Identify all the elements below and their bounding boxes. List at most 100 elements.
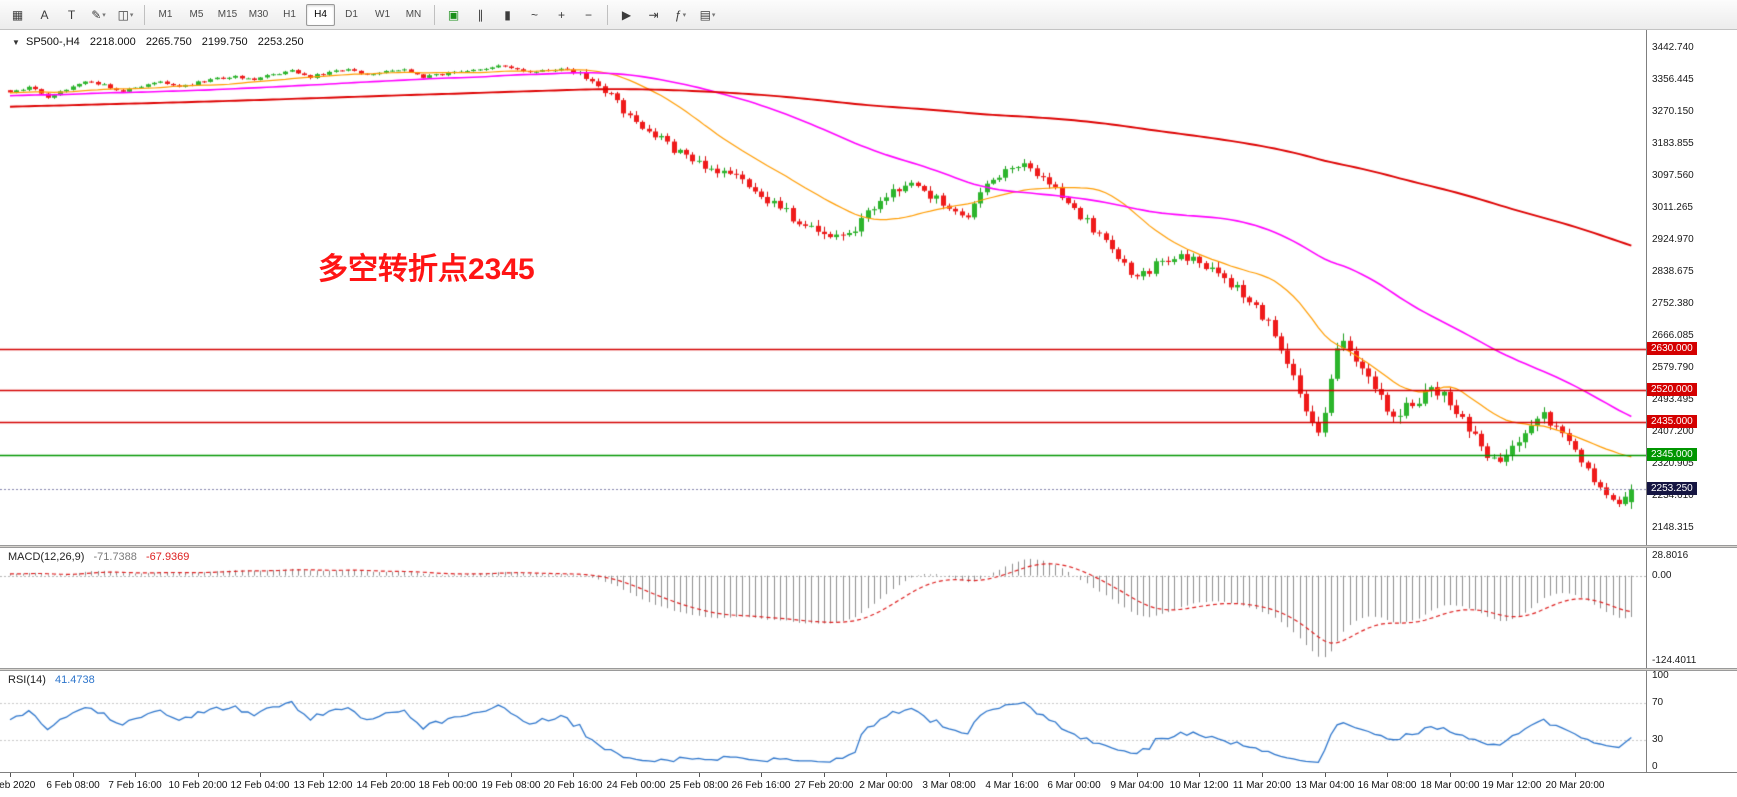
- time-axis[interactable]: 5 Feb 2020 6 Feb 08:00 7 Feb 16:00 10 Feb 2…: [0, 772, 1737, 797]
- time-axis-tick: [260, 773, 261, 777]
- collapse-triangle-icon[interactable]: ▼: [12, 38, 20, 47]
- auto-scroll-icon[interactable]: ▶: [614, 3, 639, 27]
- text-tool-icon[interactable]: T: [59, 3, 84, 27]
- time-axis-tick: [1074, 773, 1075, 777]
- time-axis-label: 10 Mar 12:00: [1169, 780, 1229, 791]
- time-axis-label: 9 Mar 04:00: [1110, 780, 1164, 791]
- toolbar-separator: [434, 4, 435, 25]
- shapes-icon: ◫: [117, 7, 129, 22]
- time-axis-label: 10 Feb 20:00: [168, 780, 228, 791]
- chart-shift-icon[interactable]: ⇥: [641, 3, 666, 27]
- line-chart-icon[interactable]: ~: [522, 3, 547, 27]
- text-label-icon: A: [40, 7, 49, 22]
- candlestick-chart-icon[interactable]: ▮: [495, 3, 520, 27]
- timeframe-button-w1[interactable]: W1: [375, 9, 390, 20]
- timeframe-button-mn[interactable]: MN: [405, 9, 422, 20]
- chart-window: ▼ SP500-,H4 2218.000 2265.750 2199.750 2…: [0, 30, 1737, 797]
- chart-annotation-text[interactable]: 多空转折点2345: [318, 253, 535, 286]
- price-axis-label: 2838.675: [1652, 266, 1694, 277]
- panel-separator[interactable]: [0, 545, 1737, 548]
- hline-price-tag[interactable]: 2435.000: [1647, 414, 1697, 428]
- timeframe-button-h4[interactable]: H4: [306, 3, 335, 26]
- zoom-out-icon[interactable]: −: [576, 3, 601, 27]
- templates-icon[interactable]: ▤ ▾: [695, 3, 720, 27]
- time-axis-label: 25 Feb 08:00: [669, 780, 729, 791]
- time-axis-tick: [386, 773, 387, 777]
- templates-icon: ▤: [699, 7, 711, 22]
- timeframe-button-m30[interactable]: M30: [248, 9, 269, 20]
- price-axis-label: 2924.970: [1652, 234, 1694, 245]
- toolbar-extra-tools: ▶ ⇥ ƒ ▾ ▤ ▾: [613, 3, 721, 27]
- price-axis-label: 2407.200: [1652, 426, 1694, 437]
- price-axis-label: 3183.855: [1652, 138, 1694, 149]
- rsi-title: RSI(14): [8, 674, 46, 686]
- macd-signal-value: -67.9369: [145, 551, 190, 563]
- shapes-icon[interactable]: ◫ ▾: [113, 3, 138, 27]
- new-order-icon[interactable]: ▣: [441, 3, 466, 27]
- time-axis-label: 24 Feb 00:00: [606, 780, 666, 791]
- current-price-tag: 2253.250: [1647, 482, 1697, 496]
- time-axis-label: 18 Mar 00:00: [1420, 780, 1480, 791]
- price-axis-label: 3270.150: [1652, 106, 1694, 117]
- panel-separator[interactable]: [0, 668, 1737, 671]
- time-axis-tick: [699, 773, 700, 777]
- time-axis-tick: [1387, 773, 1388, 777]
- ohlc-low: 2199.750: [201, 36, 248, 48]
- indicators-icon[interactable]: ƒ ▾: [668, 3, 693, 27]
- hline-price-tag[interactable]: 2630.000: [1647, 342, 1697, 356]
- time-axis-label: 4 Mar 16:00: [985, 780, 1039, 791]
- draw-tools-icon[interactable]: ✎ ▾: [86, 3, 111, 27]
- grid-icon[interactable]: ▦: [5, 3, 30, 27]
- price-axis[interactable]: 3442.740 3356.445 3270.150 3183.855 3097.560…: [1646, 30, 1737, 772]
- chevron-down-icon: ▾: [711, 11, 716, 19]
- macd-main-value: -71.7388: [93, 551, 137, 563]
- macd-label: MACD(12,26,9) -71.7388 -67.9369: [8, 551, 189, 563]
- time-axis-tick: [135, 773, 136, 777]
- time-axis-tick: [10, 773, 11, 777]
- hline-price-tag[interactable]: 2520.000: [1647, 383, 1697, 397]
- chart-shift-icon: ⇥: [648, 7, 659, 22]
- chevron-down-icon: ▾: [682, 11, 687, 19]
- rsi-axis-30: 30: [1652, 734, 1664, 746]
- time-axis-label: 13 Mar 04:00: [1295, 780, 1355, 791]
- time-axis-label: 18 Feb 00:00: [418, 780, 478, 791]
- time-axis-tick: [448, 773, 449, 777]
- draw-tools-icon: ✎: [91, 7, 102, 22]
- timeframe-button-m1[interactable]: M1: [158, 9, 173, 20]
- text-tool-icon: T: [67, 7, 76, 22]
- price-chart-canvas[interactable]: [0, 30, 1646, 545]
- timeframe-button-h1[interactable]: H1: [283, 9, 296, 20]
- ohlc-close: 2253.250: [257, 36, 304, 48]
- zoom-in-icon[interactable]: +: [549, 3, 574, 27]
- zoom-in-icon: +: [557, 7, 565, 22]
- time-axis-tick: [1137, 773, 1138, 777]
- price-axis-label: 3442.740: [1652, 42, 1694, 53]
- hline-price-tag[interactable]: 2345.000: [1647, 448, 1697, 462]
- toolbar-chart-tools: ▣ ∥ ▮ ~ + −: [440, 3, 602, 27]
- rsi-axis-0: 0: [1652, 761, 1658, 772]
- price-axis-label: 2493.495: [1652, 394, 1694, 405]
- chevron-down-icon: ▾: [129, 11, 134, 19]
- timeframe-button-m5[interactable]: M5: [189, 9, 204, 20]
- time-axis-label: 14 Feb 20:00: [356, 780, 416, 791]
- macd-axis-min: -124.4011: [1652, 655, 1697, 666]
- macd-axis-max: 28.8016: [1652, 550, 1689, 561]
- time-axis-tick: [1199, 773, 1200, 777]
- time-axis-label: 19 Mar 12:00: [1482, 780, 1542, 791]
- time-axis-label: 26 Feb 16:00: [731, 780, 791, 791]
- macd-panel-canvas[interactable]: [0, 548, 1646, 668]
- price-axis-label: 2579.790: [1652, 362, 1694, 373]
- rsi-panel-canvas[interactable]: [0, 671, 1646, 772]
- time-axis-label: 6 Mar 00:00: [1047, 780, 1101, 791]
- bar-chart-icon[interactable]: ∥: [468, 3, 493, 27]
- time-axis-tick: [323, 773, 324, 777]
- time-axis-tick: [824, 773, 825, 777]
- price-axis-label: 2234.610: [1652, 490, 1694, 501]
- timeframe-toolbar: M1 M5 M15 M30 H1 H4 D1 W1 MN: [150, 3, 429, 26]
- timeframe-button-m15[interactable]: M15: [217, 9, 238, 20]
- text-label-icon[interactable]: A: [32, 3, 57, 27]
- symbol-period-label: SP500-,H4: [25, 36, 80, 48]
- timeframe-button-d1[interactable]: D1: [345, 9, 358, 20]
- toolbar-separator: [144, 4, 145, 25]
- ohlc-open: 2218.000: [89, 36, 136, 48]
